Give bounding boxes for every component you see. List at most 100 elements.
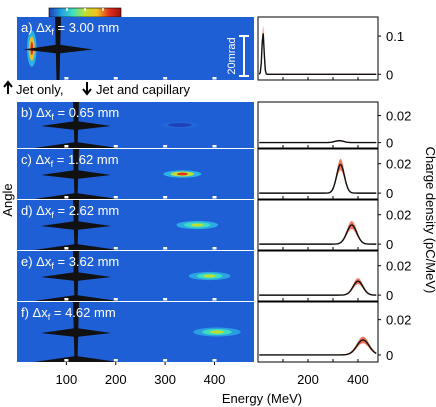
- energy-marker: [64, 77, 69, 80]
- beam-spot-core: [203, 274, 216, 278]
- energy-marker: [64, 196, 69, 199]
- overlay-cone: [41, 121, 111, 130]
- panel-label-value: = 3.00 mm: [54, 20, 119, 35]
- energy-marker: [163, 145, 168, 148]
- energy-marker: [212, 298, 217, 301]
- energy-marker: [64, 359, 69, 362]
- panel-label-value: = 1.62 mm: [53, 152, 118, 167]
- x-tick-label-spectrum: 200: [297, 372, 319, 387]
- panel-label-subscript: f: [51, 261, 54, 271]
- panel-label-prefix: a) Δx: [21, 20, 52, 35]
- beam-spot-core: [174, 123, 186, 127]
- panel-label-prefix: d) Δx: [21, 203, 52, 218]
- spectrum-frame: [257, 199, 379, 251]
- panel-label-prefix: b) Δx: [21, 105, 52, 120]
- panel-label-value: = 3.62 mm: [54, 254, 119, 269]
- spectrum-frame: [257, 16, 379, 81]
- x-axis-label: Energy (MeV): [222, 391, 302, 406]
- energy-marker: [64, 145, 69, 148]
- panel-a: a) Δxf = 3.00 mm 20mrad 0 0.1: [17, 16, 404, 82]
- energy-marker: [163, 298, 168, 301]
- panel-b: b) Δxf = 0.65 mm 0 0.02: [17, 101, 411, 151]
- panel-label-subscript: f: [48, 312, 51, 322]
- y-tick-label: 0.1: [386, 29, 404, 44]
- energy-marker: [163, 77, 168, 80]
- overlay-base: [34, 244, 118, 250]
- overlay-base: [34, 142, 118, 148]
- x-tick-label-image: 400: [204, 372, 226, 387]
- y-tick-label: 0: [386, 186, 393, 201]
- energy-marker: [212, 359, 217, 362]
- overlay-cone: [41, 170, 111, 179]
- panel-label: c) Δxf = 1.62 mm: [21, 152, 119, 169]
- spectrum-curve: [259, 163, 377, 194]
- spectrum-frame: [257, 101, 379, 149]
- overlay-cone: [23, 44, 93, 54]
- scale-bar-label: 20mrad: [226, 37, 238, 74]
- panel-c: c) Δxf = 1.62 mm 0 0.02: [17, 148, 411, 201]
- y-tick-label: 0.02: [386, 208, 411, 223]
- spectrum-curve: [258, 33, 377, 75]
- overlay-base: [34, 356, 118, 362]
- energy-marker: [212, 247, 217, 250]
- panel-label-prefix: f) Δx: [21, 305, 48, 320]
- axes: 100 200 300 400 200 400 Energy (MeV) Angle Charg…: [0, 147, 436, 406]
- y-axis-label-right: Charge density (pC/MeV): [423, 147, 436, 294]
- overlay-cone: [41, 272, 111, 281]
- y-tick-label: 0.02: [386, 259, 411, 274]
- jet-and-capillary-text: Jet and capillary: [96, 82, 190, 97]
- overlay-cone: [41, 328, 111, 337]
- separator: Jet only, Jet and capillary: [3, 80, 190, 97]
- panel-label-subscript: f: [51, 112, 54, 122]
- beam-spot-core: [191, 223, 204, 227]
- overlay-base: [34, 295, 118, 301]
- energy-marker: [64, 247, 69, 250]
- panel-label-subscript: f: [51, 210, 54, 220]
- energy-marker: [163, 247, 168, 250]
- colorbar: [48, 7, 122, 18]
- spectrum-curve: [259, 280, 377, 296]
- energy-marker: [113, 247, 118, 250]
- energy-marker: [113, 196, 118, 199]
- y-tick-label: 0: [386, 136, 393, 151]
- down-arrow-icon: [82, 82, 92, 96]
- y-tick-label: 0: [386, 348, 393, 363]
- jet-only-text: Jet only,: [16, 82, 63, 97]
- x-tick-label-image: 300: [154, 372, 176, 387]
- energy-marker: [113, 298, 118, 301]
- spectrum-curve: [259, 139, 377, 144]
- energy-marker: [163, 359, 168, 362]
- energy-marker: [113, 77, 118, 80]
- x-tick-label-image: 100: [56, 372, 78, 387]
- y-tick-label: 0.02: [386, 313, 411, 328]
- energy-marker: [212, 145, 217, 148]
- y-axis-label-left: Angle: [0, 183, 15, 216]
- panel-f: f) Δxf = 4.62 mm 0 0.02: [17, 301, 411, 363]
- energy-marker: [212, 77, 217, 80]
- spectrum-frame: [257, 301, 379, 363]
- spectrum-curve: [259, 224, 377, 245]
- overlay-base: [34, 193, 118, 199]
- panel-label-prefix: e) Δx: [21, 254, 52, 269]
- y-tick-label: 0.02: [386, 157, 411, 172]
- beam-spot-core: [176, 172, 188, 176]
- spectrum-frame: [257, 148, 379, 200]
- panel-label: b) Δxf = 0.65 mm: [21, 105, 119, 122]
- panel-label-subscript: f: [51, 27, 54, 37]
- panel-label: d) Δxf = 2.62 mm: [21, 203, 119, 220]
- up-arrow-icon: [3, 80, 13, 94]
- x-tick-label-image: 200: [105, 372, 127, 387]
- overlay-cone: [41, 221, 111, 230]
- spectrum-frame: [257, 250, 379, 302]
- panel-label-value: = 4.62 mm: [50, 305, 115, 320]
- spectrum-curve: [259, 339, 377, 356]
- x-tick-label-spectrum: 400: [347, 372, 369, 387]
- beam-spot-core: [210, 330, 224, 334]
- panel-label-prefix: c) Δx: [21, 152, 51, 167]
- energy-marker: [113, 359, 118, 362]
- panel-e: e) Δxf = 3.62 mm 0 0.02: [17, 250, 411, 303]
- energy-marker: [64, 298, 69, 301]
- energy-marker: [113, 145, 118, 148]
